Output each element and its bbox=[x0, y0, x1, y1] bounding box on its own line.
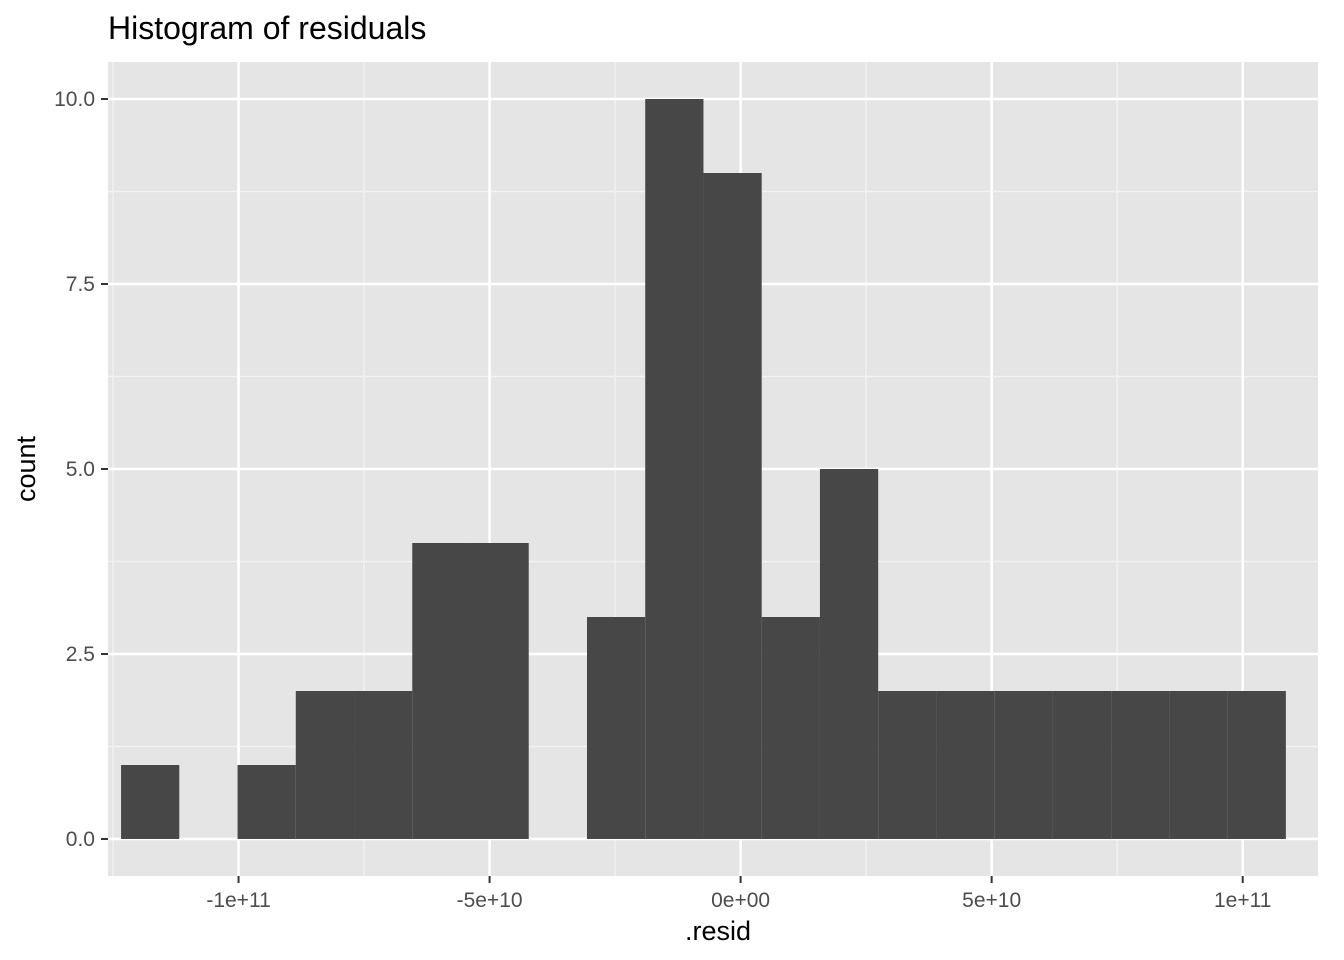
y-tick-label: 7.5 bbox=[66, 273, 95, 296]
histogram-bars bbox=[121, 99, 1286, 839]
x-axis: -1e+11 -5e+10 0e+00 5e+10 1e+11 bbox=[206, 876, 1271, 912]
x-tick-label: 0e+00 bbox=[711, 889, 770, 912]
x-axis-title: .resid bbox=[685, 916, 751, 946]
chart-title: Histogram of residuals bbox=[108, 10, 426, 46]
histogram-bar bbox=[1227, 691, 1286, 839]
histogram-bar bbox=[994, 691, 1053, 839]
histogram-bar bbox=[1169, 691, 1228, 839]
y-tick-label: 5.0 bbox=[66, 458, 95, 481]
histogram-bar bbox=[412, 543, 471, 839]
x-tick-label: -1e+11 bbox=[206, 889, 270, 912]
histogram-bar bbox=[819, 469, 879, 839]
histogram-bar bbox=[645, 99, 704, 839]
x-tick-label: 5e+10 bbox=[962, 889, 1021, 912]
x-tick-label: -5e+10 bbox=[457, 889, 523, 912]
histogram-bar bbox=[237, 765, 296, 839]
x-tick-label: 1e+11 bbox=[1214, 889, 1271, 912]
histogram-bar bbox=[703, 173, 762, 839]
histogram-bar bbox=[121, 765, 180, 839]
y-tick-label: 10.0 bbox=[54, 88, 95, 111]
y-axis-title: count bbox=[11, 435, 41, 502]
histogram-bar bbox=[295, 691, 355, 839]
y-tick-label: 0.0 bbox=[66, 828, 95, 851]
histogram-bar bbox=[586, 617, 646, 839]
y-tick-label: 2.5 bbox=[66, 643, 95, 666]
histogram-bar bbox=[761, 617, 820, 839]
histogram-bar bbox=[354, 691, 413, 839]
histogram-bar bbox=[1052, 691, 1112, 839]
histogram-bar bbox=[878, 691, 937, 839]
histogram-bar bbox=[470, 543, 529, 839]
y-axis: 0.0 2.5 5.0 7.5 10.0 bbox=[54, 88, 108, 851]
histogram-bar bbox=[936, 691, 995, 839]
histogram-bar bbox=[1111, 691, 1170, 839]
